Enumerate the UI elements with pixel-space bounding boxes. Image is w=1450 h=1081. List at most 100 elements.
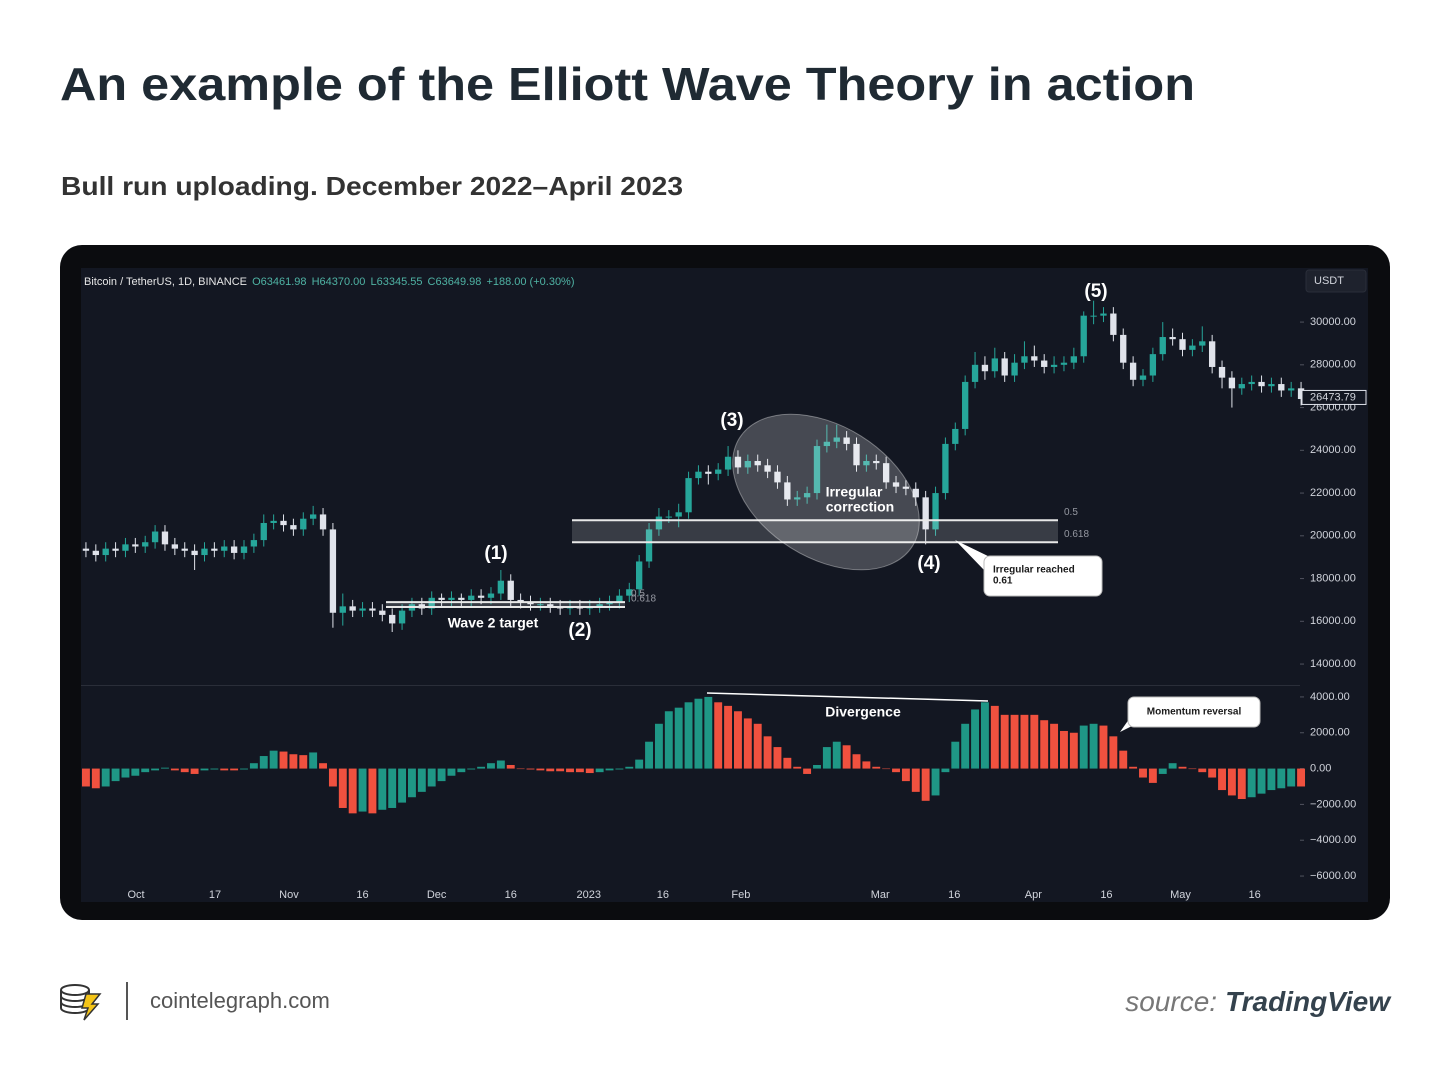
candle-body <box>1070 356 1078 363</box>
candle-body <box>754 461 761 466</box>
wave-label: (5) <box>1084 281 1107 302</box>
histogram-bar <box>536 768 545 771</box>
histogram-bar <box>1227 768 1236 796</box>
histogram-bar <box>467 768 476 770</box>
source: source: TradingView <box>1125 986 1392 1017</box>
x-tick-label: 16 <box>1249 889 1261 901</box>
histogram-bar <box>457 768 466 773</box>
histogram-bar <box>279 751 288 769</box>
symbol: Bitcoin / TetherUS, 1D, BINANCE <box>84 276 247 288</box>
divergence-line <box>706 692 989 702</box>
candle-body <box>695 471 702 479</box>
candle-body <box>339 606 346 613</box>
histogram-bar <box>1069 732 1078 769</box>
last-price-badge <box>1301 389 1367 405</box>
candle-body <box>902 486 910 489</box>
candle-body <box>547 604 554 607</box>
histogram-bar <box>546 768 555 772</box>
histogram-bar <box>753 723 762 769</box>
candle-body <box>962 381 969 429</box>
histogram-bar <box>763 736 772 769</box>
candle-body <box>1021 356 1028 363</box>
candle-body <box>1278 384 1285 391</box>
histogram-bar <box>783 757 792 769</box>
callout-text: Irregular reached <box>993 565 1075 576</box>
histogram-bar <box>170 768 179 771</box>
histogram-bar <box>556 768 565 772</box>
histogram-bar <box>131 768 140 776</box>
wave-label: (1) <box>484 543 507 564</box>
histogram-bar <box>1040 720 1049 769</box>
y-tick-label: −4000.00 <box>1310 834 1356 846</box>
candle-body <box>636 561 643 590</box>
callout-box <box>983 555 1103 597</box>
y-tick-label: 0.00 <box>1310 762 1331 774</box>
fib-zone <box>386 602 625 607</box>
histogram-bar <box>259 756 268 769</box>
candle-body <box>1297 388 1305 400</box>
candle-body <box>784 482 791 500</box>
histogram-bar <box>1060 730 1068 769</box>
histogram-bar <box>892 768 900 773</box>
currency-badge[interactable] <box>1305 269 1367 293</box>
histogram-bar <box>190 768 199 774</box>
candle-body <box>892 482 900 487</box>
histogram-bar <box>664 711 673 769</box>
candle-body <box>132 544 139 547</box>
histogram-bar <box>338 768 347 808</box>
wave-label: (2) <box>568 620 591 641</box>
candle-body <box>675 512 682 517</box>
histogram-bar <box>358 768 367 812</box>
histogram-bar <box>921 768 930 801</box>
candle-body <box>1120 334 1127 363</box>
x-tick-label: May <box>1170 889 1191 901</box>
histogram-bar <box>615 768 624 770</box>
candle-body <box>655 516 663 530</box>
histogram-bar <box>1188 768 1197 770</box>
candle-body <box>161 531 169 545</box>
histogram-bar <box>862 761 871 769</box>
candle-body <box>230 546 238 553</box>
candle-body <box>468 595 475 600</box>
title: An example of the Elliott Wave Theory in… <box>60 58 1195 110</box>
histogram-bar <box>842 745 851 769</box>
histogram-bar <box>872 766 881 769</box>
histogram-bar <box>1010 714 1019 769</box>
candle-body <box>744 461 751 468</box>
histogram-bar <box>496 760 505 769</box>
candle-body <box>329 529 337 613</box>
histogram-bar <box>1158 768 1167 774</box>
histogram-bar <box>230 768 239 771</box>
histogram-bar <box>91 768 100 789</box>
histogram-bar <box>368 768 377 814</box>
histogram-bar <box>141 768 150 773</box>
y-tick-label: −2000.00 <box>1310 798 1356 810</box>
x-tick-label: Mar <box>871 889 890 901</box>
candle-body <box>428 597 435 609</box>
histogram-bar <box>210 768 219 770</box>
candle-body <box>843 437 850 444</box>
histogram-bar <box>1257 768 1266 794</box>
correction-highlight <box>732 413 920 571</box>
histogram-bar <box>724 705 733 769</box>
candle-body <box>369 608 376 611</box>
candle-body <box>971 364 979 382</box>
correction-label: Irregular <box>826 484 883 500</box>
histogram-bar <box>980 702 989 769</box>
histogram-bar <box>407 768 416 798</box>
candle-body <box>991 358 998 372</box>
x-tick-label: 16 <box>657 889 669 901</box>
histogram-bar <box>832 741 841 769</box>
histogram-bar <box>1129 766 1138 769</box>
x-tick-label: Feb <box>731 889 750 901</box>
histogram-bar <box>734 711 742 769</box>
candle-body <box>1139 375 1147 380</box>
x-tick-label: Dec <box>427 889 447 901</box>
candle-body <box>458 597 465 600</box>
histogram-bar <box>378 768 387 810</box>
histogram-bar <box>477 766 486 769</box>
candle-body <box>724 456 732 470</box>
candle-body <box>1041 360 1048 367</box>
symbol-info: Bitcoin / TetherUS, 1D, BINANCE O63461.9… <box>84 276 575 288</box>
histogram-bar <box>240 768 248 770</box>
